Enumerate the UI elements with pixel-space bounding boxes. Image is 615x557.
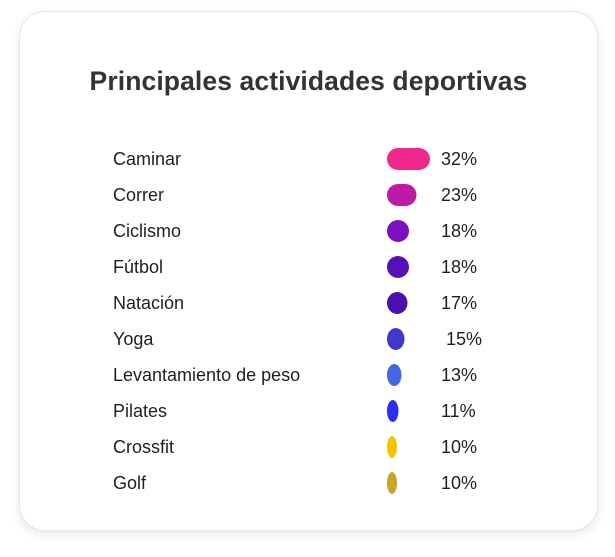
category-label: Correr xyxy=(113,185,164,205)
value-label: 18% xyxy=(441,257,477,277)
category-label: Pilates xyxy=(113,401,167,421)
bar xyxy=(387,184,417,206)
bar xyxy=(387,220,409,242)
category-label: Natación xyxy=(113,293,184,313)
bar xyxy=(387,436,397,458)
bar xyxy=(387,292,408,314)
category-label: Golf xyxy=(113,473,147,493)
category-label: Crossfit xyxy=(113,437,174,457)
value-label: 11% xyxy=(441,401,476,421)
bar xyxy=(387,328,405,350)
category-label: Levantamiento de peso xyxy=(113,365,300,385)
value-label: 15% xyxy=(446,329,482,349)
value-label: 17% xyxy=(441,293,477,313)
bar xyxy=(387,148,430,170)
category-label: Ciclismo xyxy=(113,221,181,241)
bar xyxy=(387,364,402,386)
value-label: 10% xyxy=(441,437,477,457)
category-label: Fútbol xyxy=(113,257,163,277)
bar xyxy=(387,400,399,422)
value-label: 23% xyxy=(441,185,477,205)
bar xyxy=(387,472,397,494)
chart-title: Principales actividades deportivas xyxy=(89,66,528,96)
value-label: 32% xyxy=(441,149,477,169)
value-label: 13% xyxy=(441,365,477,385)
value-label: 18% xyxy=(441,221,477,241)
category-label: Caminar xyxy=(113,149,181,169)
category-label: Yoga xyxy=(113,329,154,349)
bar xyxy=(387,256,409,278)
value-label: 10% xyxy=(441,473,477,493)
chart-card: Principales actividades deportivas xyxy=(19,11,598,531)
